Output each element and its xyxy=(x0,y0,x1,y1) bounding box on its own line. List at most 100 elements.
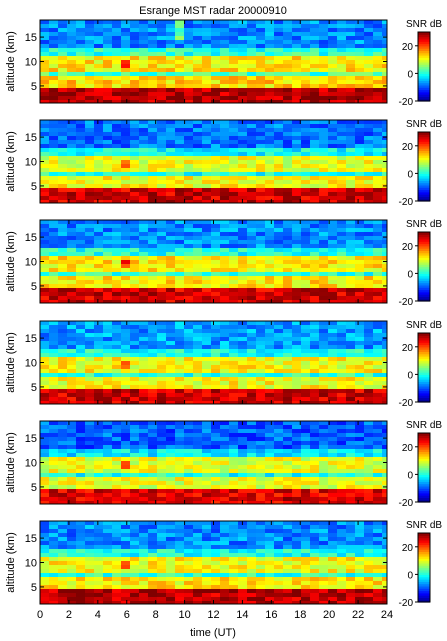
heatmap-cell xyxy=(256,421,265,425)
colorbar-step xyxy=(418,187,430,191)
heatmap-cell xyxy=(256,260,265,264)
heatmap-cell xyxy=(211,529,220,533)
heatmap-cell xyxy=(346,325,355,329)
heatmap-cell xyxy=(76,593,85,597)
heatmap-cell xyxy=(184,385,193,389)
heatmap-cell xyxy=(40,200,49,203)
heatmap-cell xyxy=(130,24,139,28)
heatmap-cell xyxy=(67,32,76,36)
heatmap-cell xyxy=(175,537,184,541)
heatmap-cell xyxy=(112,148,121,152)
heatmap-cell xyxy=(148,136,157,140)
heatmap-cell xyxy=(355,264,364,268)
heatmap-cell xyxy=(58,32,67,36)
heatmap-cell xyxy=(301,345,310,349)
heatmap-cell xyxy=(256,36,265,40)
heatmap-cell xyxy=(49,88,58,92)
heatmap-cell xyxy=(175,72,184,76)
heatmap-cell xyxy=(247,64,256,68)
heatmap-cell xyxy=(166,321,175,325)
heatmap-cell xyxy=(130,449,139,453)
heatmap-cell xyxy=(337,501,346,504)
heatmap-cell xyxy=(319,84,328,88)
heatmap-cell xyxy=(148,389,157,393)
heatmap-cell xyxy=(337,397,346,401)
heatmap-cell xyxy=(121,377,130,381)
heatmap-cell xyxy=(274,20,283,24)
heatmap-cell xyxy=(265,385,274,389)
heatmap-cell xyxy=(292,425,301,429)
heatmap-cell xyxy=(157,248,166,252)
heatmap-cell xyxy=(364,132,373,136)
heatmap-cell xyxy=(346,284,355,288)
heatmap-cell xyxy=(166,537,175,541)
heatmap-cell xyxy=(202,168,211,172)
heatmap-cell xyxy=(274,148,283,152)
heatmap-cell xyxy=(355,268,364,272)
heatmap-cell xyxy=(202,461,211,465)
heatmap-cell xyxy=(112,132,121,136)
colorbar-tick-label: 0 xyxy=(407,470,413,481)
heatmap-cell xyxy=(166,288,175,292)
heatmap-cell xyxy=(85,200,94,203)
heatmap-cell xyxy=(310,473,319,477)
heatmap-cell xyxy=(166,76,175,80)
heatmap-cell xyxy=(283,80,292,84)
heatmap-cell xyxy=(175,597,184,601)
heatmap-cell xyxy=(130,296,139,300)
heatmap-cell xyxy=(220,421,229,425)
heatmap-cell xyxy=(265,36,274,40)
heatmap-cell xyxy=(355,369,364,373)
colorbar-step xyxy=(418,34,430,38)
heatmap-cell xyxy=(130,377,139,381)
heatmap-cell xyxy=(373,192,382,196)
heatmap-cell xyxy=(157,421,166,425)
heatmap-cell xyxy=(283,501,292,504)
heatmap-cell xyxy=(166,148,175,152)
heatmap-cell xyxy=(364,485,373,489)
heatmap-cell xyxy=(355,64,364,68)
heatmap-cell xyxy=(94,393,103,397)
heatmap-cell xyxy=(130,192,139,196)
heatmap-cell xyxy=(247,537,256,541)
heatmap-cell xyxy=(292,88,301,92)
heatmap-cell xyxy=(328,236,337,240)
heatmap-cell xyxy=(193,200,202,203)
colorbar-step xyxy=(418,344,430,348)
heatmap-cell xyxy=(67,88,76,92)
heatmap-cell xyxy=(292,148,301,152)
heatmap-cell xyxy=(292,132,301,136)
heatmap-cell xyxy=(85,140,94,144)
heatmap-cell xyxy=(220,40,229,44)
heatmap-cell xyxy=(76,601,85,604)
heatmap-cell xyxy=(49,557,58,561)
heatmap-cell xyxy=(148,593,157,597)
heatmap-cell xyxy=(157,453,166,457)
heatmap-cell xyxy=(238,453,247,457)
heatmap-cell xyxy=(292,52,301,56)
heatmap-cell xyxy=(364,32,373,36)
heatmap-cell xyxy=(76,236,85,240)
heatmap-cell xyxy=(139,433,148,437)
heatmap-cell xyxy=(328,337,337,341)
heatmap-cell xyxy=(49,433,58,437)
colorbar-step xyxy=(418,271,430,274)
colorbar-step xyxy=(418,259,430,263)
heatmap-cell xyxy=(211,136,220,140)
heatmap-cell xyxy=(49,100,58,103)
heatmap-cell xyxy=(85,501,94,504)
heatmap-cell xyxy=(373,268,382,272)
heatmap-cell xyxy=(292,248,301,252)
heatmap-cell xyxy=(247,300,256,303)
heatmap-cell xyxy=(274,88,283,92)
heatmap-cell xyxy=(121,481,130,485)
heatmap-cell xyxy=(202,521,211,525)
heatmap-cell xyxy=(94,200,103,203)
heatmap-cell xyxy=(274,501,283,504)
heatmap-cell xyxy=(310,349,319,353)
heatmap-cell xyxy=(265,469,274,473)
heatmap-cell xyxy=(364,276,373,280)
heatmap-cell xyxy=(58,589,67,593)
heatmap-cell xyxy=(202,541,211,545)
heatmap-cell xyxy=(211,128,220,132)
